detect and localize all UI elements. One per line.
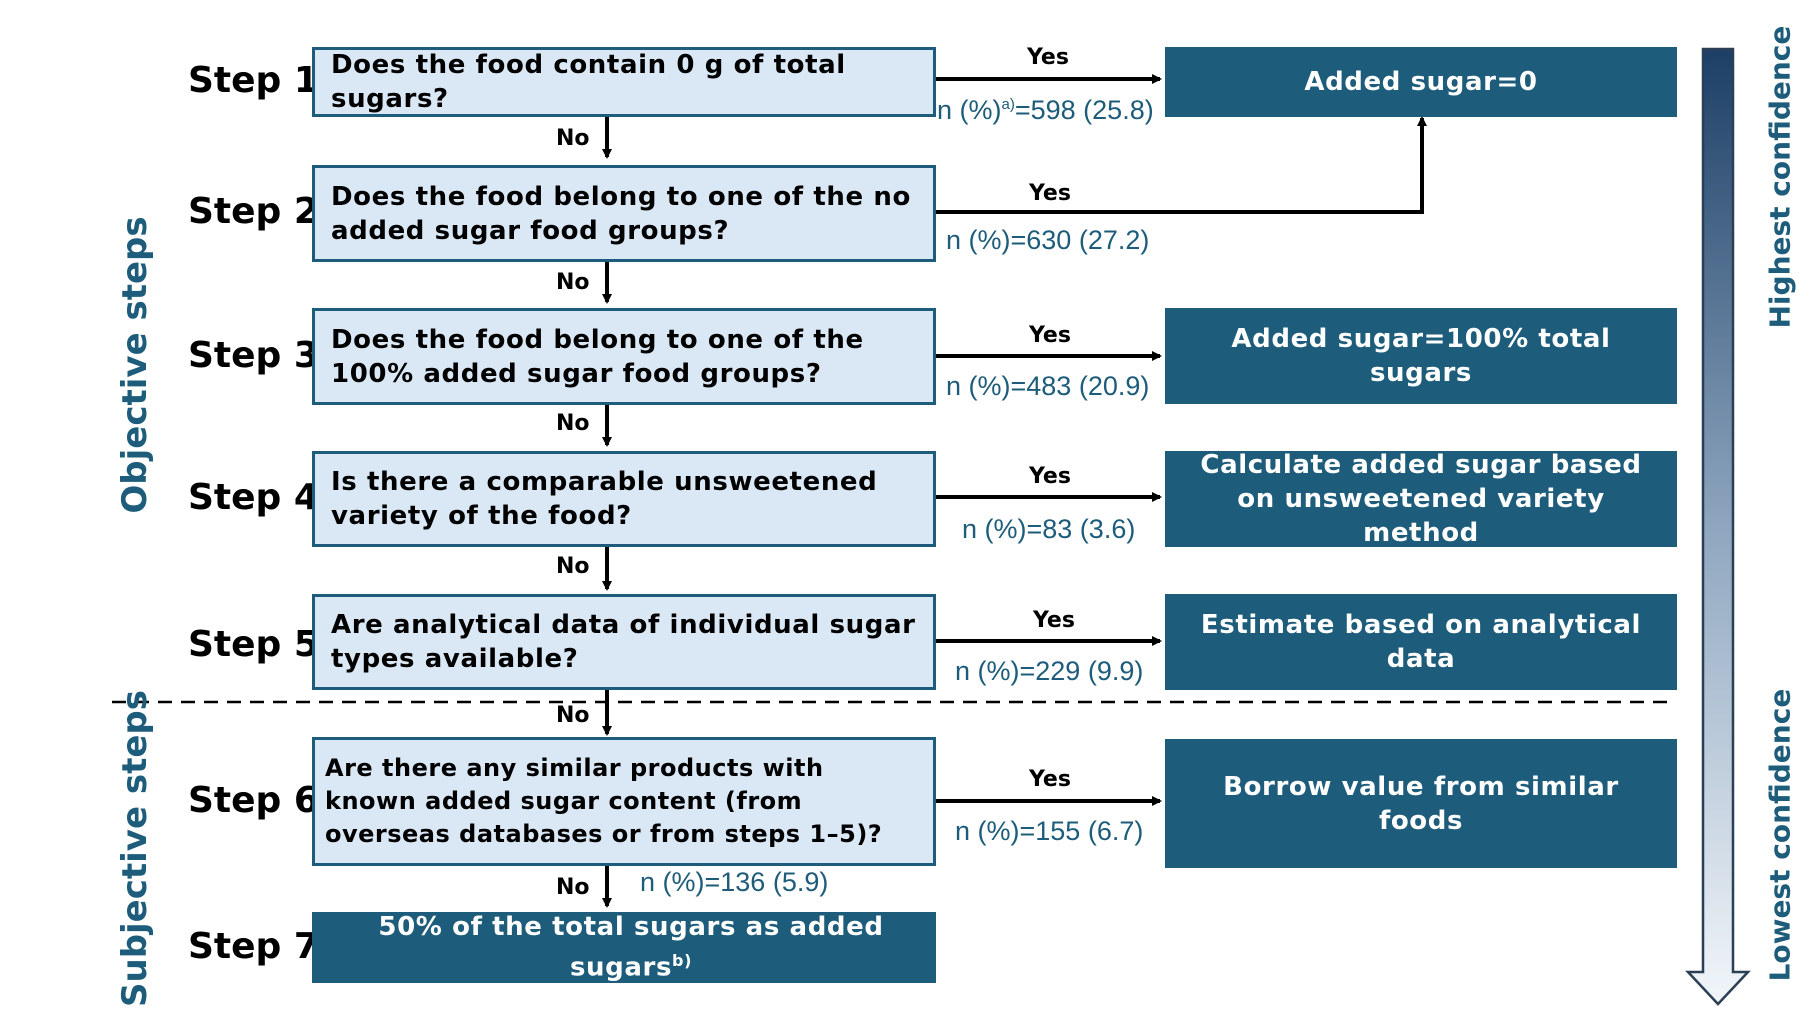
step-5-question-box: Are analytical data of individual sugar … [312,594,936,690]
step-7-result: 50% of the total sugars as added sugarsb… [378,912,884,983]
result-5-text: Borrow value from similar foods [1223,771,1619,836]
result-box-3: Calculate added sugar based on unsweeten… [1165,450,1677,548]
result-3-text: Calculate added sugar based on unsweeten… [1200,450,1642,548]
step-3-question-box: Does the food belong to one of the 100% … [312,308,936,405]
yes-arrows [935,74,1427,806]
yes-arrow-2 [935,116,1427,214]
objective-steps-label: Objective steps [115,216,155,514]
subjective-steps-label: Subjective steps [115,690,155,1007]
result-4-text: Estimate based on analytical data [1200,610,1642,674]
step-1-question-box: Does the food contain 0 g of total sugar… [312,47,936,117]
step-2-question-box: Does the food belong to one of the no ad… [312,165,936,262]
step-5-label: Step 5 [188,624,319,665]
step-3-label: Step 3 [188,335,319,376]
no-label-3: No [556,411,590,436]
no-label-2: No [556,270,590,295]
yes-label-3: Yes [1029,323,1071,348]
step-1-label: Step 1 [188,60,319,101]
result-2-text: Added sugar=100% total sugars [1231,324,1611,388]
step-7-label: Step 7 [188,926,319,967]
count-label-6: n (%)=155 (6.7) [955,816,1144,846]
no-label-6: No [556,875,590,900]
lowest-confidence-label: Lowest confidence [1763,688,1797,982]
result-box-1: Added sugar=0 [1165,47,1677,117]
count-label-2: n (%)=630 (27.2) [946,225,1150,255]
yes-label-1: Yes [1027,45,1069,70]
result-1-text: Added sugar=0 [1304,67,1538,97]
step-2-label: Step 2 [188,191,319,232]
yes-label-4: Yes [1029,464,1071,489]
step-6-question: Are there any similar products with know… [325,754,883,848]
no-label-5: No [556,703,590,728]
count-label-no-6: n (%)=136 (5.9) [640,867,829,897]
step-3-question: Does the food belong to one of the 100% … [331,324,864,389]
step-1-question: Does the food contain 0 g of total sugar… [331,50,846,114]
count-label-1: n (%)a)=598 (25.8) [937,95,1154,125]
count-label-5: n (%)=229 (9.9) [955,656,1144,686]
step-5-question: Are analytical data of individual sugar … [331,610,916,674]
no-label-1: No [556,126,590,151]
yes-label-5: Yes [1033,608,1075,633]
step-6-question-box: Are there any similar products with know… [312,737,936,866]
step-4-label: Step 4 [188,477,319,518]
step-4-question-box: Is there a comparable unsweetened variet… [312,451,936,547]
step-7-result-box: 50% of the total sugars as added sugarsb… [312,912,936,983]
step-6-label: Step 6 [188,780,319,821]
result-box-5: Borrow value from similar foods [1165,739,1677,868]
yes-label-6: Yes [1029,767,1071,792]
result-box-4: Estimate based on analytical data [1165,594,1677,690]
count-label-4: n (%)=83 (3.6) [962,514,1136,544]
highest-confidence-label: Highest confidence [1763,25,1797,329]
step-2-question: Does the food belong to one of the no ad… [331,181,911,246]
step-4-question: Is there a comparable unsweetened variet… [331,467,878,531]
no-label-4: No [556,554,590,579]
yes-label-2: Yes [1029,181,1071,206]
count-label-3: n (%)=483 (20.9) [946,371,1150,401]
result-box-2: Added sugar=100% total sugars [1165,308,1677,404]
confidence-arrow [1685,47,1751,1006]
